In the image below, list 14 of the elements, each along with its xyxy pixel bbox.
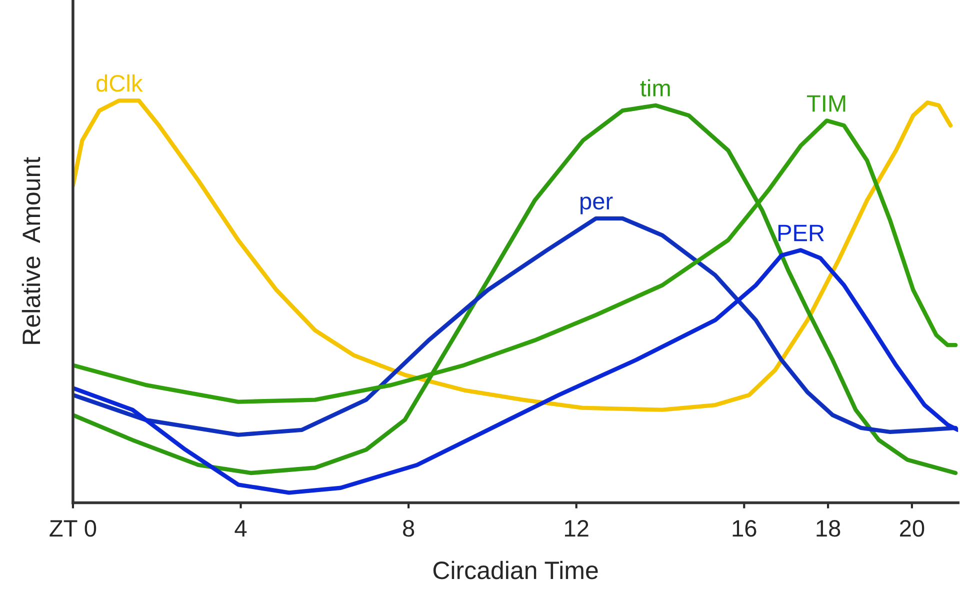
x-tick-label: 18 bbox=[816, 520, 840, 537]
x-tick-label: 8 bbox=[403, 520, 414, 537]
x-axis-title: Circadian Time bbox=[433, 560, 598, 580]
y-axis-title: Relative Amount bbox=[22, 157, 40, 344]
x-tick-label: 20 bbox=[900, 520, 924, 537]
series-label: tim bbox=[640, 79, 670, 96]
series-label: PER bbox=[778, 224, 824, 242]
x-tick-label: 16 bbox=[732, 520, 756, 537]
series-label: dClk bbox=[96, 74, 143, 92]
x-tick-label: 4 bbox=[234, 520, 247, 537]
series-label: TIM bbox=[806, 95, 846, 112]
series-label: per bbox=[580, 196, 613, 214]
x-tick-label: 12 bbox=[565, 520, 588, 537]
x-tick-label: ZT 0 bbox=[50, 520, 96, 537]
